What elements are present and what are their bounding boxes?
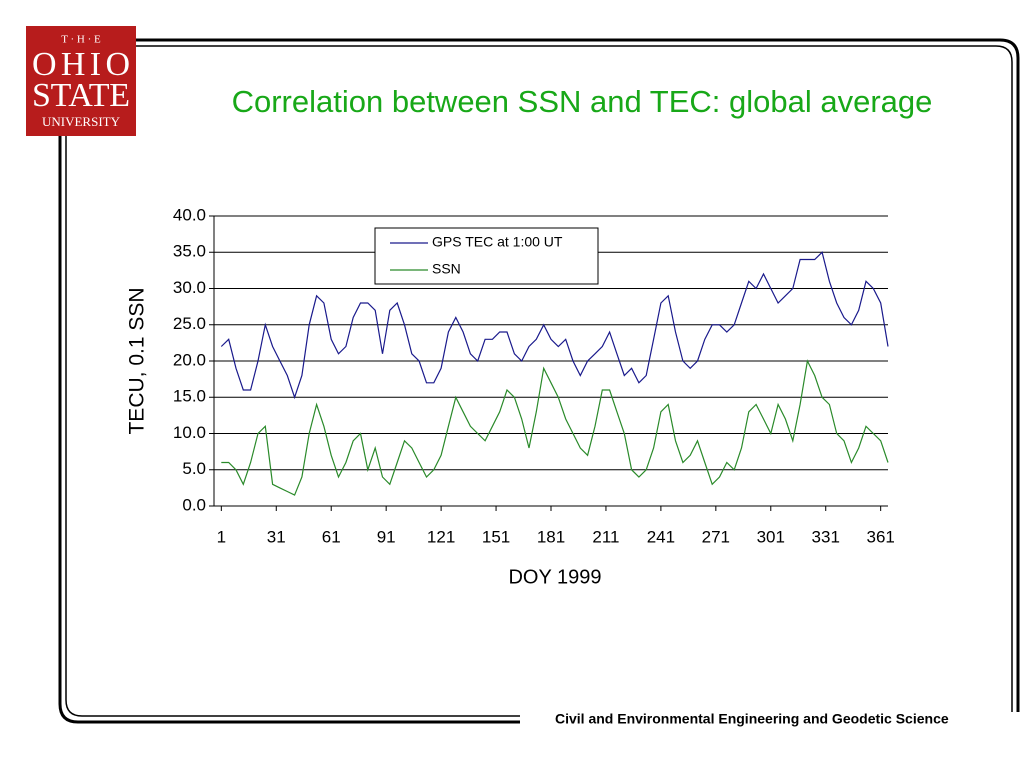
series-line xyxy=(221,359,889,496)
x-tick-label: 331 xyxy=(812,527,840,546)
y-axis-label: TECU, 0.1 SSN xyxy=(126,287,149,434)
x-tick-label: 121 xyxy=(427,527,455,546)
x-tick-label: 241 xyxy=(647,527,675,546)
y-tick-label: 40.0 xyxy=(173,205,206,224)
y-tick-label: 35.0 xyxy=(173,242,206,261)
x-tick-label: 31 xyxy=(267,527,286,546)
series-line xyxy=(220,251,889,400)
y-tick-label: 5.0 xyxy=(182,459,206,478)
frame xyxy=(58,38,1020,724)
x-tick-label: 181 xyxy=(537,527,565,546)
y-tick-label: 20.0 xyxy=(173,350,206,369)
y-tick-label: 0.0 xyxy=(182,495,206,514)
x-tick-label: 91 xyxy=(377,527,396,546)
x-tick-label: 211 xyxy=(592,527,619,546)
footer-bg xyxy=(520,712,1020,726)
footer: Civil and Environmental Engineering and … xyxy=(555,711,949,727)
x-tick-label: 301 xyxy=(757,527,785,546)
slide-title: Correlation between SSN and TEC: global … xyxy=(232,84,933,119)
x-tick-label: 151 xyxy=(482,527,510,546)
x-tick-label: 271 xyxy=(702,527,730,546)
x-axis-label: DOY 1999 xyxy=(508,566,601,588)
x-tick-label: 1 xyxy=(217,527,226,546)
x-tick-label: 61 xyxy=(322,527,341,546)
logo-text: UNIVERSITY xyxy=(42,114,121,129)
y-tick-label: 10.0 xyxy=(173,423,206,442)
legend-label: GPS TEC at 1:00 UT xyxy=(432,234,563,250)
y-tick-label: 30.0 xyxy=(173,278,206,297)
legend xyxy=(374,227,599,285)
x-tick-label: 361 xyxy=(866,527,894,546)
logo xyxy=(26,26,136,136)
logo-text: OHIO xyxy=(32,46,130,83)
legend-label: SSN xyxy=(432,261,461,277)
y-tick-label: 15.0 xyxy=(173,387,206,406)
frame-inner xyxy=(65,45,1013,717)
logo-text: STATE xyxy=(32,77,130,114)
y-tick-label: 25.0 xyxy=(173,314,206,333)
logo-text: T · H · E xyxy=(61,34,101,46)
